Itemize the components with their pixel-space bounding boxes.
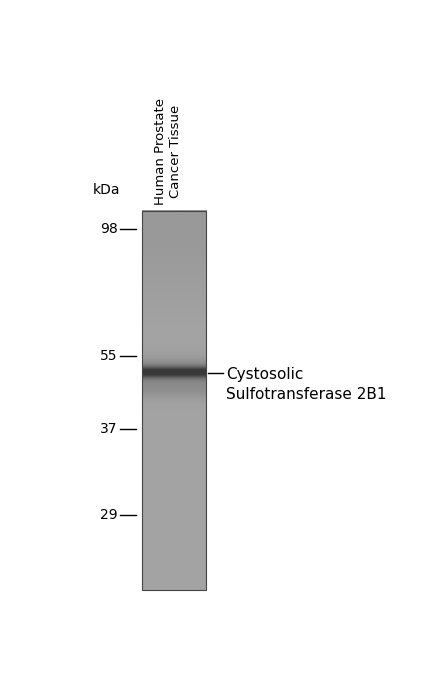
Text: 37: 37 [100, 422, 118, 436]
Text: kDa: kDa [93, 183, 120, 197]
Bar [142, 211, 206, 591]
Text: Human Prostate
Cancer Tissue: Human Prostate Cancer Tissue [154, 98, 181, 205]
Text: Cystosolic
Sulfotransferase 2B1: Cystosolic Sulfotransferase 2B1 [226, 367, 387, 402]
Text: 29: 29 [100, 508, 118, 522]
Text: 98: 98 [100, 221, 118, 235]
Text: 55: 55 [100, 348, 118, 362]
